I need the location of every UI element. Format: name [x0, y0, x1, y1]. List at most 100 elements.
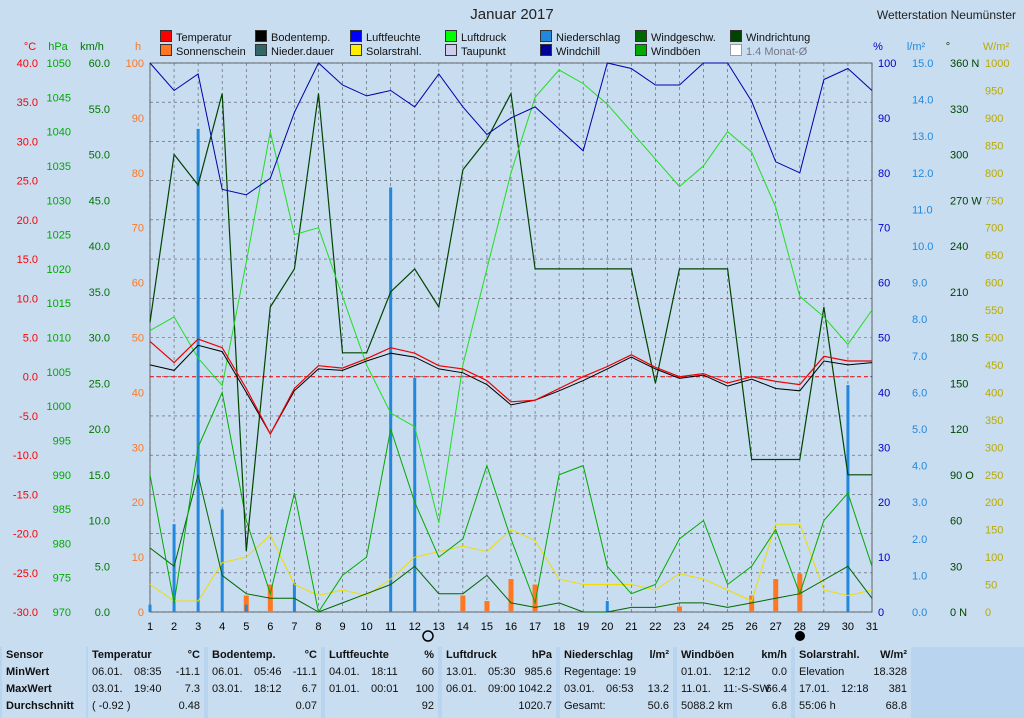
day-tick-label: 8 [315, 621, 321, 633]
pressure-tick-label: 1000 [47, 401, 71, 413]
rain-tick-label: 14.0 [912, 95, 933, 107]
stats-time: 18:12 [254, 683, 282, 695]
legend-swatch [350, 44, 362, 56]
stats-sensor-unit: hPa [531, 649, 552, 661]
day-tick-label: 6 [267, 621, 273, 633]
humidity-tick-label: 0 [878, 607, 884, 619]
precipitation-bar [413, 377, 417, 612]
stats-date: 03.01. [212, 683, 243, 695]
stats-section: Bodentemp. °C 06.01. 05:46 -11.1 03.01. 18:12 6… [208, 647, 321, 718]
rain-tick-label: 0.0 [912, 607, 927, 619]
pressure-tick-label: 990 [53, 470, 71, 482]
wind-tick-label: 35.0 [89, 287, 110, 299]
day-tick-label: 27 [770, 621, 782, 633]
day-tick-label: 18 [553, 621, 565, 633]
sunshine-bar [508, 579, 514, 612]
rain-tick-label: 6.0 [912, 387, 927, 399]
wind-tick-label: 45.0 [89, 195, 110, 207]
stats-sensor-unit: l/m² [649, 649, 669, 661]
pressure-tick-label: 970 [53, 607, 71, 619]
day-tick-label: 3 [195, 621, 201, 633]
day-tick-label: 25 [721, 621, 733, 633]
legend-swatch [540, 44, 552, 56]
stats-date: 17.01. [799, 683, 830, 695]
chart-title: Januar 2017 [470, 6, 554, 23]
humidity-tick-label: 10 [878, 552, 890, 564]
stats-time: 06:53 [606, 683, 634, 695]
direction-tick-label: 360 N [950, 58, 979, 70]
stats-time: 12:18 [841, 683, 869, 695]
legend-item: Windböen [635, 44, 701, 58]
stats-sensor-unit: W/m² [880, 649, 907, 661]
temp-tick-label: -25.0 [13, 568, 38, 580]
stats-value: 6.7 [301, 683, 317, 695]
direction-tick-label: 30 [950, 561, 962, 573]
legend-item: Windchill [540, 44, 600, 58]
new-moon-icon [422, 630, 434, 642]
stats-min-row: Regentage: 19 [560, 664, 673, 681]
stats-max-row: 03.01. 06:53 13.2 [560, 681, 673, 698]
solar-line [149, 523, 873, 602]
legend-label: Niederschlag [556, 32, 621, 44]
rain-tick-label: 15.0 [912, 58, 933, 70]
day-tick-label: 26 [746, 621, 758, 633]
stats-value: 0.48 [178, 700, 200, 712]
day-tick-label: 11 [385, 621, 396, 633]
stats-sensor-name: Luftdruck [446, 649, 497, 661]
precipitation-bar [292, 582, 296, 612]
stats-time: 00:01 [371, 683, 399, 695]
wind-tick-label: 55.0 [89, 104, 110, 116]
direction-tick-label: 60 [950, 516, 962, 528]
legend-swatch [350, 30, 362, 42]
day-tick-label: 4 [219, 621, 225, 633]
weather-chart: 1 2 3 4 5 6 7 8 9 10 11 12 13 14 15 16 17 18 19 20 21 22 23 24 2… [13, 41, 1009, 642]
legend-label: Windgeschw. [651, 32, 716, 44]
hours-tick-label: 0 [138, 607, 144, 619]
legend-label: Taupunkt [461, 46, 506, 58]
rain-tick-label: 3.0 [912, 497, 927, 509]
sunshine-bar [460, 595, 466, 612]
sunshine-bar [532, 584, 538, 612]
stats-value: 0.07 [295, 700, 317, 712]
legend-swatch [635, 44, 647, 56]
temp-tick-label: 40.0 [17, 58, 38, 70]
humidity-line [149, 62, 873, 196]
pressure-tick-label: 1035 [47, 161, 71, 173]
sunshine-bar [484, 601, 490, 612]
solar-tick-label: 1000 [985, 58, 1009, 70]
legend-swatch [730, 44, 742, 56]
day-tick-label: 10 [360, 621, 372, 633]
hours-tick-label: 70 [132, 223, 144, 235]
precipitation-bar [389, 187, 393, 612]
stats-date: 5088.2 km [681, 700, 733, 712]
solar-tick-label: 300 [985, 442, 1003, 454]
hours-tick-label: 80 [132, 168, 144, 180]
legend: Temperatur Bodentemp. Luftfeuchte Luftdruck… [160, 30, 820, 60]
stats-section-header: Luftfeuchte% [325, 647, 438, 664]
stats-time: 05:46 [254, 666, 282, 678]
stats-label-max: MaxWert [6, 683, 52, 695]
day-tick-label: 28 [794, 621, 806, 633]
day-tick-label: 30 [842, 621, 854, 633]
pressure-tick-label: 975 [53, 573, 71, 585]
precipitation-bar [220, 509, 224, 612]
stats-value: 68.8 [885, 700, 907, 712]
pressure-tick-label: 1040 [47, 127, 71, 139]
rain-tick-label: 1.0 [912, 570, 927, 582]
sunshine-bar [749, 595, 755, 612]
precipitation-bar [605, 601, 609, 612]
stats-section: Temperatur °C 06.01. 08:35 -11.1 03.01. 19:40 7… [88, 647, 204, 718]
stats-date: 06.01. [212, 666, 243, 678]
day-tick-label: 16 [505, 621, 517, 633]
solar-tick-label: 150 [985, 525, 1003, 537]
stats-sensor-name: Solarstrahl. [799, 649, 860, 661]
stats-date: 03.01. [92, 683, 123, 695]
stats-date: 06.01. [446, 683, 477, 695]
wind-tick-label: 25.0 [89, 378, 110, 390]
rain-tick-label: 4.0 [912, 461, 927, 473]
stats-sensor-unit: °C [304, 649, 317, 661]
stats-time: 12:12 [723, 666, 751, 678]
stats-section: Luftdruck hPa 13.01. 05:30 985.6 06.01. 09:00 1… [442, 647, 556, 718]
stats-date: 55:06 h [799, 700, 836, 712]
stats-sensor-unit: km/h [761, 649, 787, 661]
